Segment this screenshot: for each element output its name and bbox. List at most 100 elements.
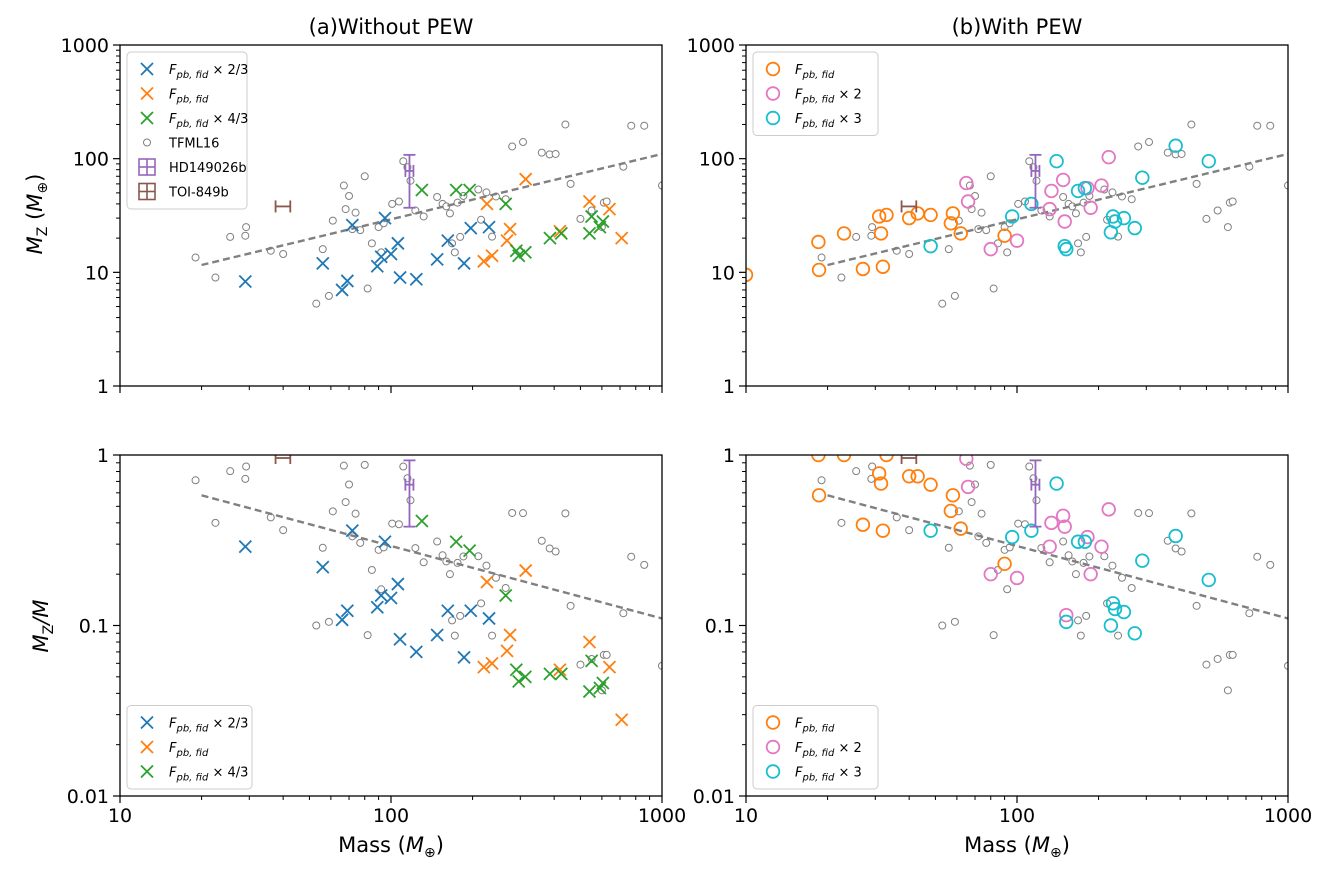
point-f3 [1077, 180, 1093, 196]
point-f2 [1057, 214, 1072, 229]
point-f1 [855, 261, 871, 277]
point-f1 [875, 523, 891, 538]
legend-item-f1: Fpb, fid [140, 86, 209, 106]
point-f1 [997, 556, 1012, 572]
panel-title-a: (a)Without PEW [309, 15, 474, 39]
tfml16-point [1223, 223, 1232, 232]
tfml16-point [658, 181, 662, 190]
point-f1 [485, 656, 499, 670]
point-f3 [1201, 572, 1216, 588]
tfml16-point [1059, 537, 1068, 546]
legend-item-f2: Fpb, fid × 2 [765, 739, 862, 759]
point-f2 [1083, 566, 1098, 582]
point-f23 [335, 283, 349, 297]
legend-marker-tfml [143, 138, 151, 147]
point-f43 [462, 183, 477, 197]
errorbar-hd [1029, 459, 1042, 528]
tfml16-point [944, 543, 953, 552]
tfml16-point [456, 611, 465, 620]
point-f1 [615, 713, 629, 727]
point-f3 [1004, 529, 1020, 545]
tfml16-point [356, 538, 365, 547]
point-f1 [480, 575, 494, 589]
tfml16-point [1025, 462, 1034, 471]
tfml16-point [341, 498, 350, 507]
point-f23 [384, 247, 398, 261]
fit-line [827, 152, 1288, 267]
tfml16-point [1202, 214, 1211, 223]
legend-marker-f2 [765, 739, 781, 755]
legend-box [126, 51, 248, 210]
tfml16-point [241, 231, 250, 240]
tfml16-point [191, 476, 200, 485]
point-f23 [316, 560, 330, 574]
tfml16-point [339, 181, 348, 190]
point-f1 [519, 563, 533, 578]
tfml16-point [448, 239, 457, 248]
legend-label-f1: Fpb, fid [795, 717, 835, 735]
legend-item-hd: HD149026b [138, 158, 247, 176]
tfml16-point [351, 208, 360, 217]
tfml16-point [627, 552, 636, 561]
tfml16-point [1071, 570, 1080, 579]
tfml16-point [1213, 654, 1222, 663]
legend-item-toi: TOI-849b [138, 182, 229, 201]
legend-box [752, 51, 879, 136]
point-f1 [879, 207, 894, 223]
point-f23 [370, 259, 384, 273]
tfml16-point [977, 509, 986, 518]
point-f23 [457, 650, 471, 665]
plot-area [746, 120, 1288, 308]
point-f43 [518, 670, 532, 684]
tfml16-point [456, 232, 465, 241]
tfml16-point [1032, 496, 1041, 505]
tfml16-point [587, 654, 596, 663]
legend-label-f2: Fpb, fid × 2 [795, 88, 862, 106]
point-f1 [811, 262, 827, 278]
legend-item-f23: Fpb, fid × 2/3 [140, 62, 248, 81]
y-tick-label: 0.1 [705, 616, 735, 638]
tfml16-point [950, 617, 959, 626]
tfml16-point [1284, 181, 1288, 190]
point-f1 [500, 644, 514, 658]
legend: Fpb, fid Fpb, fid × 2 Fpb, fid × 3 [752, 705, 879, 790]
legend-item-f1: Fpb, fid [765, 61, 835, 81]
point-f23 [374, 250, 388, 264]
tfml16-point [852, 467, 861, 476]
point-f1 [615, 231, 629, 245]
tfml16-point [399, 462, 408, 471]
point-f3 [1116, 210, 1132, 226]
legend-label-f2: Fpb, fid × 2 [795, 741, 862, 759]
tfml16-point [419, 558, 428, 567]
tfml16-point [1074, 616, 1083, 625]
tfml16-point [1045, 558, 1054, 567]
tfml16-point [868, 223, 877, 232]
tfml16-point [640, 121, 649, 130]
y-tick-label: 0.01 [693, 786, 735, 808]
tfml16-point [1003, 248, 1012, 257]
point-f1 [553, 663, 567, 677]
tfml16-point [477, 599, 486, 608]
xlabel-a: Mass (M⊕) [338, 833, 444, 861]
tfml16-point [627, 121, 636, 130]
legend-label-f43: Fpb, fid × 4/3 [169, 112, 248, 130]
point-f2 [1055, 508, 1071, 523]
legend: Fpb, fid × 2/3 Fpb, fid Fpb, fid × 4/3 TFML… [126, 51, 248, 210]
legend-marker-toi [138, 182, 156, 201]
point-f2 [1101, 150, 1116, 165]
legend-item-tfml: TFML16 [143, 137, 219, 152]
tfml16-point [1253, 121, 1262, 130]
errorbar-toi [900, 200, 918, 213]
point-f1 [602, 660, 617, 674]
x-tick-label: 10 [108, 805, 132, 827]
point-f43 [509, 663, 523, 677]
point-f23 [464, 221, 478, 235]
point-f23 [457, 256, 471, 270]
errorbar-toi [274, 455, 292, 465]
point-f23 [238, 540, 252, 554]
tfml16-point [351, 509, 360, 518]
point-f2 [983, 566, 998, 582]
point-f43 [582, 226, 597, 241]
fit-line [201, 494, 662, 620]
